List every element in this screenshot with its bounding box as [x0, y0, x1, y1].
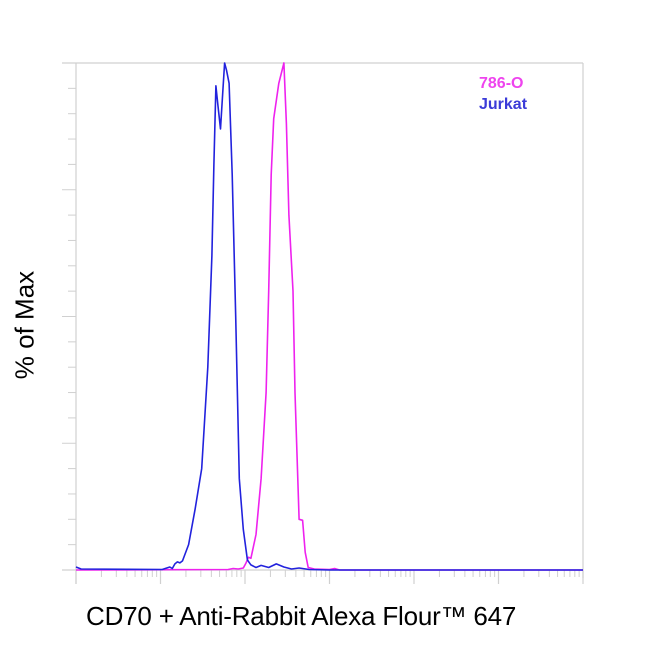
plot-frame: [62, 62, 584, 584]
histogram-series: [75, 62, 583, 571]
legend-item-786-o: 786-O: [479, 75, 524, 92]
x-axis-ticks: [75, 570, 584, 584]
legend-item-jurkat: Jurkat: [479, 96, 528, 113]
y-axis-label: % of Max: [9, 270, 40, 380]
x-axis-label: CD70 + Anti-Rabbit Alexa Flour™ 647: [86, 601, 517, 631]
y-axis-ticks: [62, 62, 76, 546]
series-786-o: [75, 62, 583, 571]
legend: 786-O Jurkat: [479, 73, 527, 115]
series-jurkat: [75, 62, 583, 571]
